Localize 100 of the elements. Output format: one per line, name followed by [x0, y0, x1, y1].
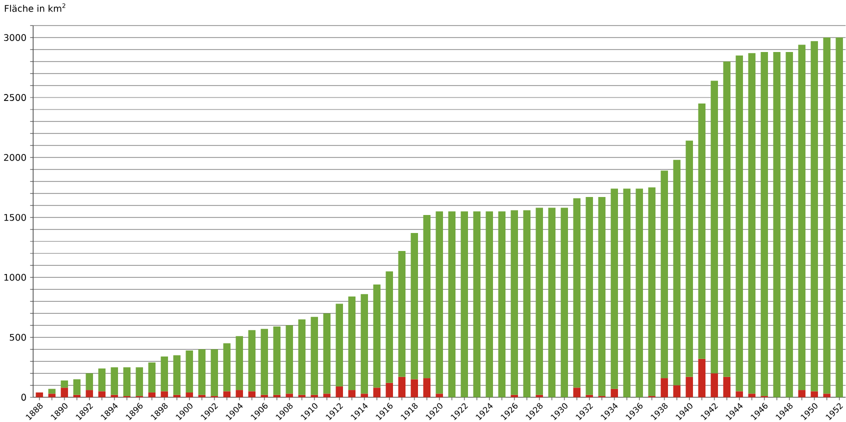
bar [260, 328, 268, 395]
bar [323, 313, 331, 394]
bar [173, 394, 181, 398]
bar [248, 330, 256, 392]
bar [236, 390, 244, 398]
bar [60, 380, 68, 388]
bar [686, 376, 693, 398]
bar [723, 376, 730, 398]
bar [186, 350, 194, 392]
bar [48, 393, 56, 398]
bar [673, 160, 680, 386]
bar [73, 379, 81, 395]
bar [573, 198, 580, 388]
bar [648, 187, 656, 396]
y-tick-label: 2000 [4, 154, 26, 161]
bar [723, 61, 730, 377]
bar [786, 52, 793, 398]
bar [360, 393, 368, 398]
bar [473, 211, 480, 398]
bar [48, 388, 56, 394]
bar [160, 391, 168, 398]
bar [386, 382, 394, 398]
bar [410, 232, 418, 380]
bar [486, 211, 493, 398]
bar [810, 40, 818, 392]
bar [836, 37, 843, 398]
bar [223, 391, 231, 398]
bar [598, 196, 606, 396]
bar [348, 390, 356, 398]
bar [436, 211, 444, 394]
bar [548, 208, 556, 398]
y-tick-label: 1500 [4, 214, 26, 221]
bar [686, 140, 693, 377]
bar [636, 188, 643, 398]
bar [798, 44, 806, 390]
bar [510, 210, 518, 395]
bar [236, 336, 244, 390]
bar [823, 37, 830, 394]
bar [298, 394, 306, 398]
bar [186, 392, 194, 398]
bar [698, 358, 706, 398]
bar [198, 394, 206, 398]
y-tick-label: 1000 [4, 274, 26, 281]
bar [660, 378, 668, 398]
bar [336, 304, 344, 386]
bar [710, 373, 718, 398]
bar [273, 326, 281, 395]
bar [760, 52, 768, 396]
bar [410, 379, 418, 398]
y-tick-label: 3000 [4, 34, 26, 41]
bar [273, 394, 281, 398]
bar [373, 284, 381, 388]
bar [310, 394, 318, 398]
bar [298, 319, 306, 395]
y-tick-label: 2500 [4, 94, 26, 101]
bar [586, 196, 593, 395]
bar [623, 188, 630, 398]
bar [460, 211, 468, 398]
bar [86, 390, 94, 398]
y-axis-title: Fläche in km$^{2}$ [4, 3, 66, 12]
bar [173, 355, 181, 395]
bar [810, 391, 818, 398]
bar [373, 388, 381, 398]
bar [710, 80, 718, 374]
bar [98, 391, 106, 398]
bar [573, 388, 580, 398]
bar [348, 296, 356, 390]
bar [423, 214, 431, 378]
bar [536, 208, 543, 395]
bar [210, 349, 218, 396]
bar [60, 388, 68, 398]
bar [398, 250, 406, 377]
bar [698, 103, 706, 359]
bar [736, 391, 743, 398]
bar [748, 52, 756, 394]
bar [148, 392, 156, 398]
bar [748, 393, 756, 398]
bar [436, 393, 444, 398]
bar [160, 356, 168, 392]
bar [248, 391, 256, 398]
bar [223, 343, 231, 392]
bar [610, 188, 618, 389]
bar [510, 394, 518, 398]
bar [136, 367, 144, 396]
bar [110, 394, 118, 398]
bar [286, 325, 294, 394]
bar [560, 208, 568, 398]
bar [673, 385, 680, 398]
bar [323, 393, 331, 398]
bar [773, 52, 780, 398]
bar [98, 368, 106, 392]
bar [123, 367, 131, 396]
bar [448, 211, 456, 398]
bar [523, 210, 530, 398]
bar [798, 390, 806, 398]
bar [73, 394, 81, 398]
bar [148, 362, 156, 392]
bar [386, 271, 394, 383]
bar [660, 170, 668, 378]
bar [86, 373, 94, 390]
